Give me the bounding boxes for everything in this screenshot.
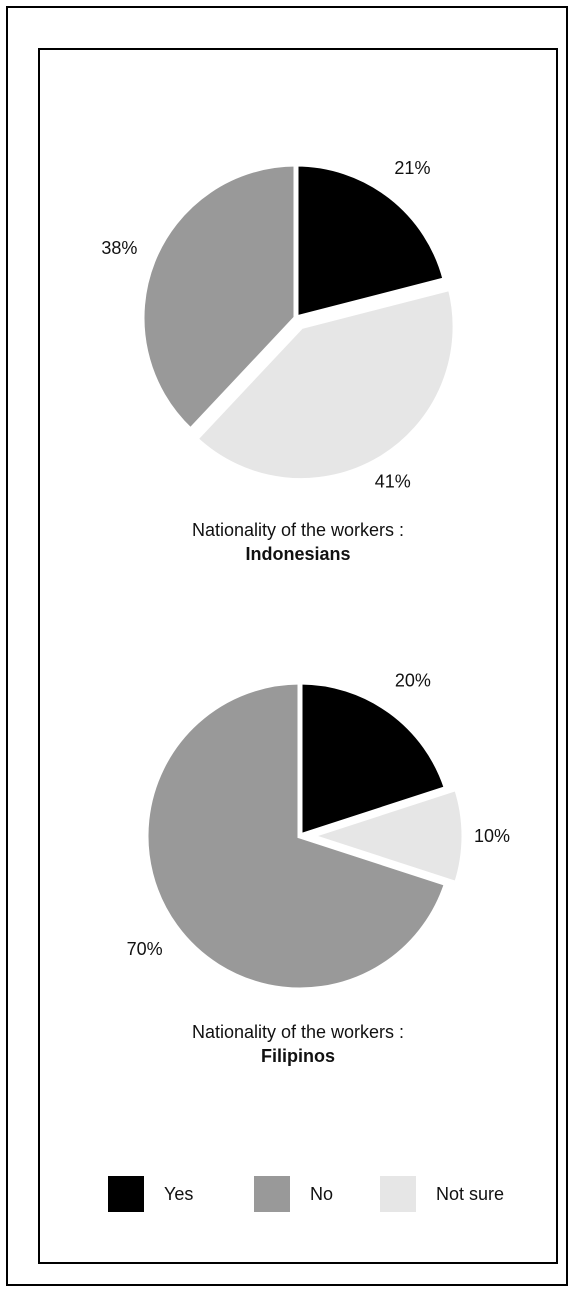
caption-indonesians: Nationality of the workers : Indonesians [38,518,558,566]
data-label-yes: 20% [395,671,431,691]
legend-swatch-no [254,1176,290,1212]
legend: Yes No Not sure [0,1176,578,1216]
pie-chart-filipinos: 20% 10% 70% [127,671,510,993]
pie-slice-yes [297,679,450,840]
legend-label-no: No [310,1183,334,1204]
legend-swatch-not-sure [380,1176,416,1212]
outer-frame [6,6,568,1286]
data-label-yes: 21% [394,158,430,178]
chart-frame [38,48,558,1264]
legend-item-yes: Yes [108,1176,193,1212]
chart-subtitle-filipinos: Filipinos [261,1046,335,1066]
legend-label-yes: Yes [164,1183,194,1204]
legend-item-no: No [254,1176,333,1212]
pie-slice-no [139,161,299,434]
legend-label-not-sure: Not sure [436,1183,505,1204]
data-label-no: 70% [127,939,163,959]
chart-title-indonesians: Nationality of the workers : [191,520,405,540]
data-label-not-sure: 41% [375,472,411,492]
pie-chart-indonesians: 21% 41% 38% [101,158,458,492]
caption-filipinos: Nationality of the workers : Filipinos [38,1020,558,1068]
data-label-not-sure: 10% [474,826,510,846]
pie-slice-not-sure [192,285,458,484]
pie-slice-no [143,679,450,993]
legend-item-not-sure: Not sure [380,1176,504,1212]
chart-subtitle-indonesians: Indonesians [245,544,351,564]
legend-swatch-yes [108,1176,144,1212]
pie-slice-not-sure [301,785,467,887]
chart-title-filipinos: Nationality of the workers : [191,1022,405,1042]
data-label-no: 38% [101,238,137,258]
pie-slice-yes [293,161,449,322]
